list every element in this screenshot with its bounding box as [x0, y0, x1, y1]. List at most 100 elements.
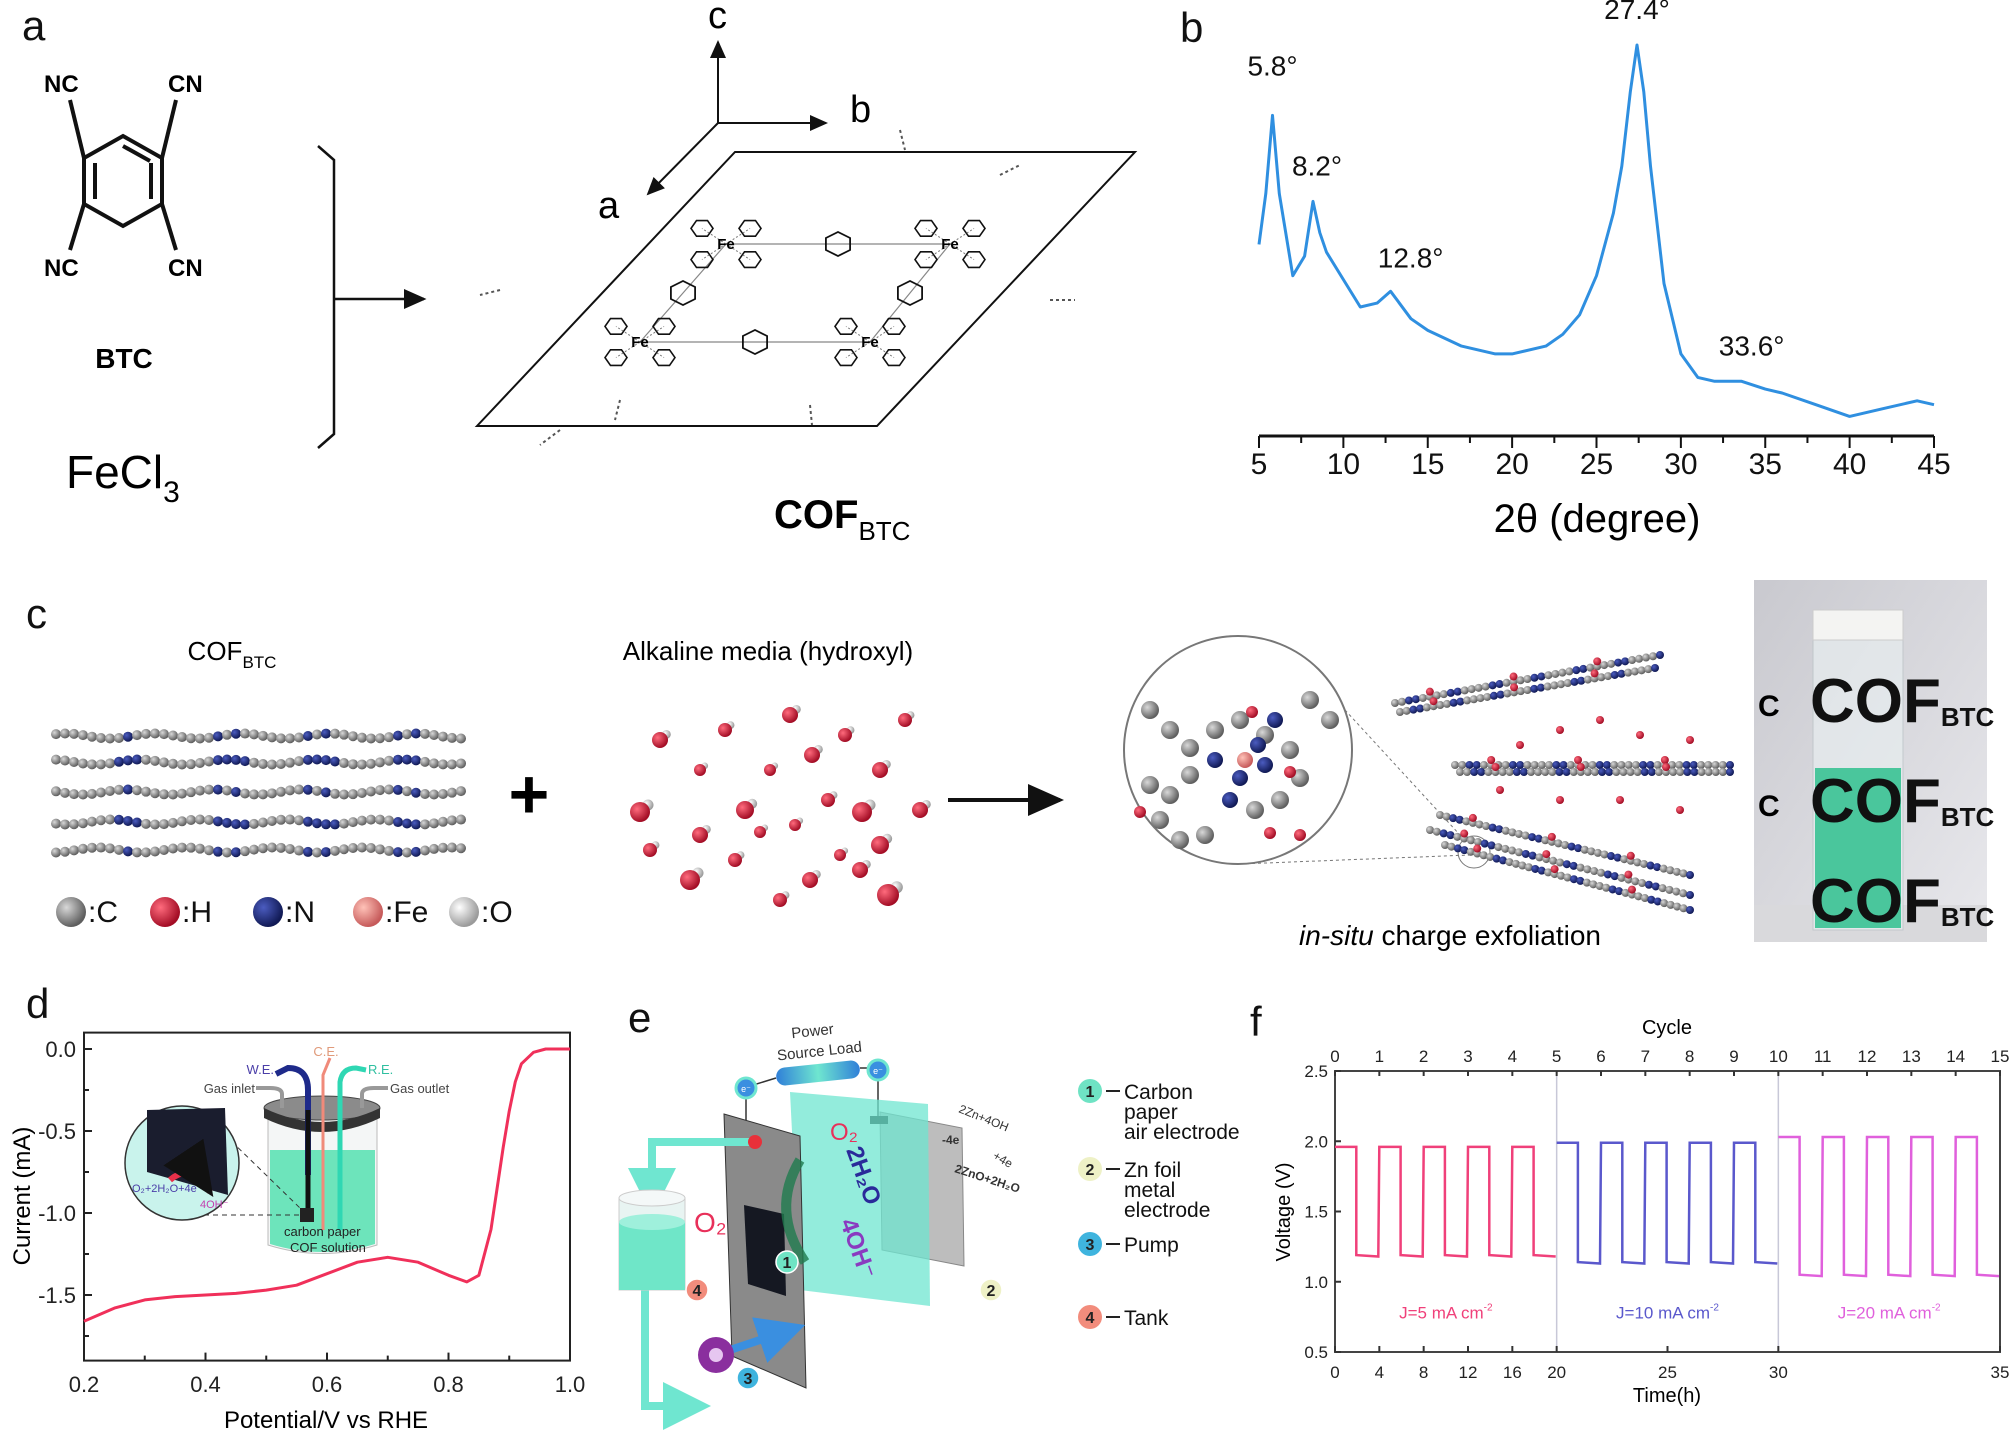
component-marker-4: [685, 1278, 709, 1302]
panel-b: b 5 10 15 20 25 30 35 40 45 5.8° 8.2° 12.8° 27.4° 33.…: [1180, 0, 1951, 541]
atom: [456, 843, 466, 854]
atom: [123, 846, 133, 857]
sheet-atom: [1579, 664, 1588, 673]
sheet-atom: [1658, 884, 1667, 893]
sheet-atom: [1673, 902, 1682, 911]
zoom-guide-line: [1344, 709, 1461, 836]
sheet-atom: [1516, 687, 1525, 696]
sheet-atom: [1442, 699, 1451, 708]
axis-triad: [646, 40, 828, 196]
sheet-oxygen: [1626, 851, 1635, 860]
atom: [177, 788, 187, 799]
cycle-tick-label: 11: [1814, 1047, 1832, 1066]
atom: [213, 784, 223, 795]
sheet-atom: [1631, 761, 1640, 769]
sheet-atom: [1518, 861, 1527, 870]
cof-catalyst-layer: [744, 1205, 786, 1296]
cycle-tick-label: 0: [1330, 1047, 1339, 1066]
atom: [375, 757, 385, 768]
cycle-tick-label: 15: [1991, 1047, 2010, 1066]
atom: [132, 754, 142, 765]
atom: [339, 758, 349, 769]
sheet-oxygen: [1542, 850, 1551, 859]
sheet-atom: [1534, 768, 1543, 776]
xrd-pattern-line: [1257, 43, 1935, 418]
carbon-atom: [1196, 826, 1214, 844]
atom: [222, 785, 232, 796]
connector: [748, 1135, 762, 1149]
sheet-atom: [1711, 768, 1720, 776]
sheet-atom: [1479, 761, 1488, 769]
sheet-oxygen: [1550, 865, 1559, 874]
sheet-atom: [1582, 878, 1591, 887]
sheet-oxygen: [1576, 763, 1585, 771]
atom: [249, 729, 259, 740]
sheet-atom: [1480, 839, 1489, 848]
exfoliated-sheets: [1134, 651, 1734, 914]
sheet-atom: [1651, 882, 1660, 891]
sheet-atom: [1498, 768, 1507, 776]
sheet-atom: [1586, 663, 1595, 672]
sheet-atom: [1617, 761, 1626, 769]
legend-marker-1: [1078, 1079, 1102, 1103]
time-axis-label: Time(h): [1633, 1385, 1701, 1407]
atom: [303, 730, 313, 741]
atom: [114, 784, 124, 795]
atom: [357, 842, 367, 853]
atom: [447, 759, 457, 770]
sheet-atom: [1476, 694, 1485, 703]
oxygen-atom: [754, 826, 766, 838]
sheet-atom: [1528, 833, 1537, 842]
x-tick-label: 45: [1917, 448, 1950, 481]
sheet-atom: [1456, 697, 1465, 706]
sheet-atom: [1467, 836, 1476, 845]
sheet-atom: [1441, 841, 1449, 849]
atom: [87, 731, 97, 742]
cuvette-cap: [1812, 609, 1904, 641]
photo-text-row: COFBTC: [1810, 667, 1995, 736]
voltage-profile-series-1: [1335, 1145, 1556, 1258]
atom: [195, 758, 205, 769]
atom: [411, 819, 421, 830]
sheet-atom: [1511, 859, 1520, 868]
oxygen-atom: [736, 801, 754, 819]
atom: [195, 785, 205, 796]
sheet-atom: [1602, 761, 1611, 769]
atom: [393, 817, 403, 828]
atom: [141, 818, 151, 829]
atom: [96, 842, 106, 853]
substituent-nc-top: NC: [44, 71, 79, 98]
atom: [258, 730, 268, 741]
sheet-atom: [1600, 850, 1609, 859]
sheet-atom: [1492, 854, 1501, 863]
atom: [87, 842, 97, 853]
atom: [150, 755, 160, 766]
atom-legend: :C:H:N:Fe:O: [56, 896, 513, 929]
sheet-atom: [1653, 761, 1662, 769]
sheet-atom: [1508, 846, 1517, 855]
legend-marker-number: 3: [1086, 1237, 1095, 1254]
sheet-atom: [1654, 768, 1663, 776]
atom: [51, 786, 61, 797]
nitrogen-atom: [1257, 757, 1273, 773]
y-tick-label: 2.5: [1304, 1062, 1328, 1081]
sheet-atom: [1502, 678, 1511, 687]
sheet-atom: [1494, 843, 1503, 852]
sheet-atom: [1521, 831, 1530, 840]
legend-marker-3: [1078, 1232, 1102, 1256]
exfoliation-caption: in-situ charge exfoliation: [1299, 920, 1601, 951]
current-density-text: J=20 mA cm: [1838, 1303, 1932, 1322]
cycle-tick-label: 7: [1641, 1047, 1650, 1066]
sheet-atom: [1610, 670, 1619, 679]
sheet-atom: [1603, 870, 1612, 879]
legend-marker-number: 4: [1086, 1310, 1095, 1327]
atom: [393, 847, 403, 858]
legend-text: Carbon: [1124, 1081, 1193, 1104]
sheet-atom: [1537, 866, 1546, 875]
sheet-atom: [1516, 761, 1525, 769]
electron-label: e⁻: [873, 1066, 883, 1076]
cycle-tick-label: 5: [1552, 1047, 1561, 1066]
atom: [330, 819, 340, 830]
atom: [87, 816, 97, 827]
